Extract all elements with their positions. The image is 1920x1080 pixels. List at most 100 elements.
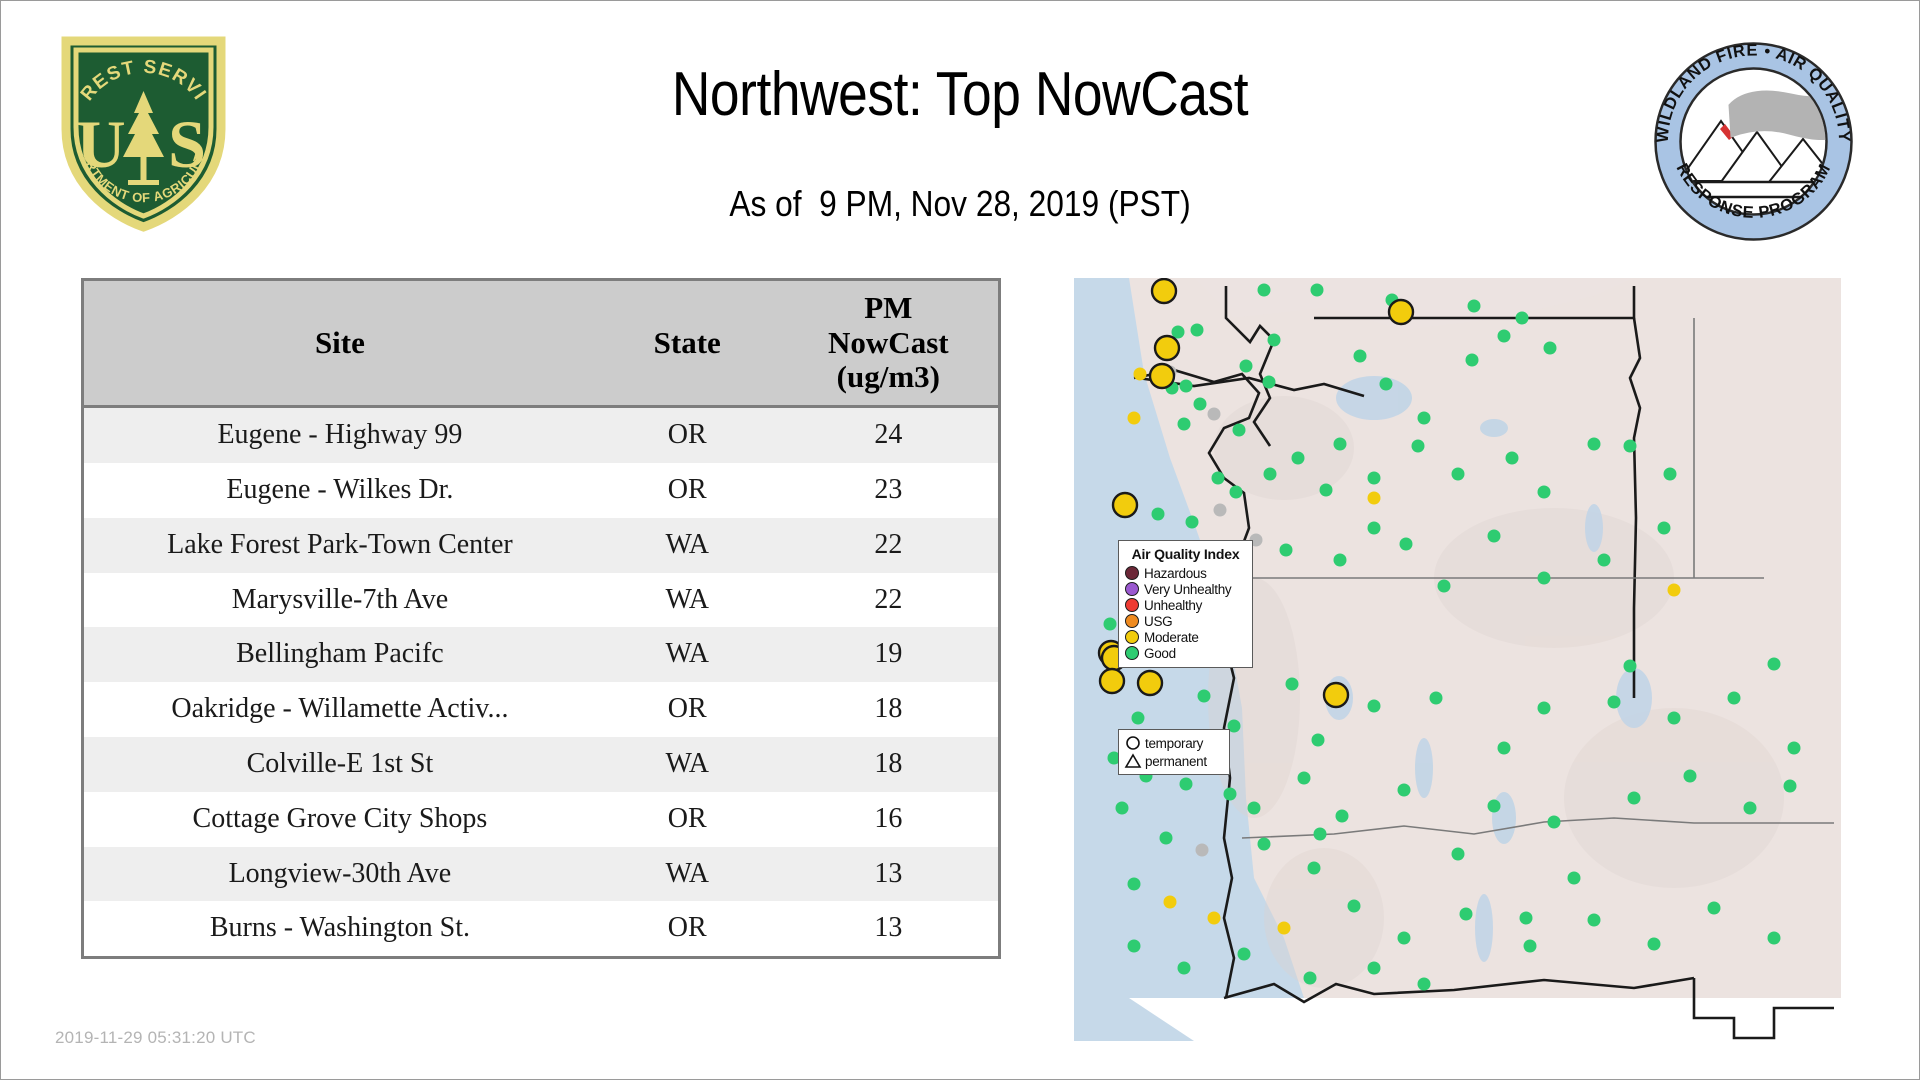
map-monitor-dot[interactable]: [1127, 877, 1141, 891]
map-monitor-dot[interactable]: [1437, 579, 1451, 593]
map-top-site-marker[interactable]: [1153, 334, 1181, 362]
map-monitor-dot[interactable]: [1367, 521, 1381, 535]
map-monitor-dot[interactable]: [1185, 515, 1199, 529]
map-monitor-dot[interactable]: [1311, 733, 1325, 747]
map-monitor-dot[interactable]: [1190, 323, 1204, 337]
map-monitor-dot[interactable]: [1451, 847, 1465, 861]
map-monitor-dot[interactable]: [1179, 379, 1193, 393]
map-monitor-dot[interactable]: [1223, 787, 1237, 801]
map-monitor-dot[interactable]: [1353, 349, 1367, 363]
map-monitor-dot[interactable]: [1397, 783, 1411, 797]
map-monitor-dot[interactable]: [1237, 947, 1251, 961]
map-monitor-dot[interactable]: [1239, 359, 1253, 373]
map-monitor-dot[interactable]: [1397, 931, 1411, 945]
table-row[interactable]: Colville-E 1st St WA 18: [84, 736, 998, 792]
map-monitor-dot[interactable]: [1537, 485, 1551, 499]
map-monitor-dot[interactable]: [1310, 283, 1324, 297]
map-monitor-dot[interactable]: [1451, 467, 1465, 481]
column-header-state[interactable]: State: [595, 281, 779, 409]
map-monitor-dot[interactable]: [1467, 299, 1481, 313]
map-monitor-dot[interactable]: [1213, 503, 1227, 517]
map-monitor-dot[interactable]: [1313, 827, 1327, 841]
map-monitor-dot[interactable]: [1247, 801, 1261, 815]
map-monitor-dot[interactable]: [1227, 719, 1241, 733]
map-monitor-dot[interactable]: [1291, 451, 1305, 465]
map-monitor-dot[interactable]: [1767, 931, 1781, 945]
map-monitor-dot[interactable]: [1683, 769, 1697, 783]
table-row[interactable]: Longview-30th Ave WA 13: [84, 846, 998, 902]
map-monitor-dot[interactable]: [1171, 325, 1185, 339]
map-top-site-marker[interactable]: [1150, 278, 1178, 305]
map-monitor-dot[interactable]: [1497, 741, 1511, 755]
map-top-site-marker[interactable]: [1387, 298, 1415, 326]
table-row[interactable]: Marysville-7th Ave WA 22: [84, 572, 998, 628]
map-monitor-dot[interactable]: [1657, 521, 1671, 535]
map-monitor-dot[interactable]: [1667, 583, 1681, 597]
map-monitor-dot[interactable]: [1547, 815, 1561, 829]
map-top-site-marker[interactable]: [1322, 681, 1350, 709]
map-monitor-dot[interactable]: [1519, 911, 1533, 925]
map-monitor-dot[interactable]: [1107, 751, 1121, 765]
map-monitor-dot[interactable]: [1285, 677, 1299, 691]
map-top-site-marker[interactable]: [1148, 362, 1176, 390]
map-monitor-dot[interactable]: [1627, 791, 1641, 805]
map-monitor-dot[interactable]: [1197, 689, 1211, 703]
map-monitor-dot[interactable]: [1597, 553, 1611, 567]
map-monitor-dot[interactable]: [1787, 741, 1801, 755]
map-monitor-dot[interactable]: [1177, 417, 1191, 431]
map-monitor-dot[interactable]: [1623, 659, 1637, 673]
map-monitor-dot[interactable]: [1743, 801, 1757, 815]
map-monitor-dot[interactable]: [1195, 843, 1209, 857]
map-monitor-dot[interactable]: [1127, 411, 1141, 425]
map-monitor-dot[interactable]: [1767, 657, 1781, 671]
map-top-site-marker[interactable]: [1136, 669, 1164, 697]
map-monitor-dot[interactable]: [1523, 939, 1537, 953]
map-monitor-dot[interactable]: [1347, 899, 1361, 913]
column-header-site[interactable]: Site: [84, 281, 596, 409]
map-monitor-dot[interactable]: [1487, 799, 1501, 813]
map-monitor-dot[interactable]: [1211, 471, 1225, 485]
map-monitor-dot[interactable]: [1429, 691, 1443, 705]
map-top-site-marker[interactable]: [1111, 491, 1139, 519]
map-monitor-dot[interactable]: [1133, 367, 1147, 381]
map-monitor-dot[interactable]: [1103, 617, 1117, 631]
table-row[interactable]: Cottage Grove City Shops OR 16: [84, 791, 998, 847]
map-monitor-dot[interactable]: [1131, 711, 1145, 725]
map-monitor-dot[interactable]: [1727, 691, 1741, 705]
map-monitor-dot[interactable]: [1277, 921, 1291, 935]
map-monitor-dot[interactable]: [1399, 537, 1413, 551]
map-monitor-dot[interactable]: [1497, 329, 1511, 343]
map-monitor-dot[interactable]: [1335, 809, 1349, 823]
map-monitor-dot[interactable]: [1303, 971, 1317, 985]
map-monitor-dot[interactable]: [1319, 483, 1333, 497]
table-row[interactable]: Eugene - Wilkes Dr. OR 23: [84, 462, 998, 518]
map-monitor-dot[interactable]: [1487, 529, 1501, 543]
map-monitor-dot[interactable]: [1465, 353, 1479, 367]
map-monitor-dot[interactable]: [1567, 871, 1581, 885]
map-monitor-dot[interactable]: [1537, 571, 1551, 585]
map-monitor-dot[interactable]: [1159, 831, 1173, 845]
column-header-pm-nowcast[interactable]: PM NowCast (ug/m3): [778, 281, 998, 409]
map-monitor-dot[interactable]: [1127, 939, 1141, 953]
map-monitor-dot[interactable]: [1262, 375, 1276, 389]
map-monitor-dot[interactable]: [1232, 423, 1246, 437]
map-top-site-marker[interactable]: [1098, 667, 1126, 695]
map-monitor-dot[interactable]: [1115, 801, 1129, 815]
map-monitor-dot[interactable]: [1623, 439, 1637, 453]
map-monitor-dot[interactable]: [1229, 485, 1243, 499]
table-row[interactable]: Eugene - Highway 99 OR 24: [84, 406, 998, 463]
table-row[interactable]: Lake Forest Park-Town Center WA 22: [84, 517, 998, 573]
map-monitor-dot[interactable]: [1515, 311, 1529, 325]
map-monitor-dot[interactable]: [1417, 411, 1431, 425]
map-monitor-dot[interactable]: [1307, 861, 1321, 875]
map-monitor-dot[interactable]: [1667, 711, 1681, 725]
map-monitor-dot[interactable]: [1647, 937, 1661, 951]
map-monitor-dot[interactable]: [1587, 437, 1601, 451]
map-monitor-dot[interactable]: [1411, 439, 1425, 453]
map-monitor-dot[interactable]: [1333, 437, 1347, 451]
map-monitor-dot[interactable]: [1367, 961, 1381, 975]
map-monitor-dot[interactable]: [1297, 771, 1311, 785]
map-monitor-dot[interactable]: [1663, 467, 1677, 481]
map-monitor-dot[interactable]: [1257, 837, 1271, 851]
map-monitor-dot[interactable]: [1179, 777, 1193, 791]
